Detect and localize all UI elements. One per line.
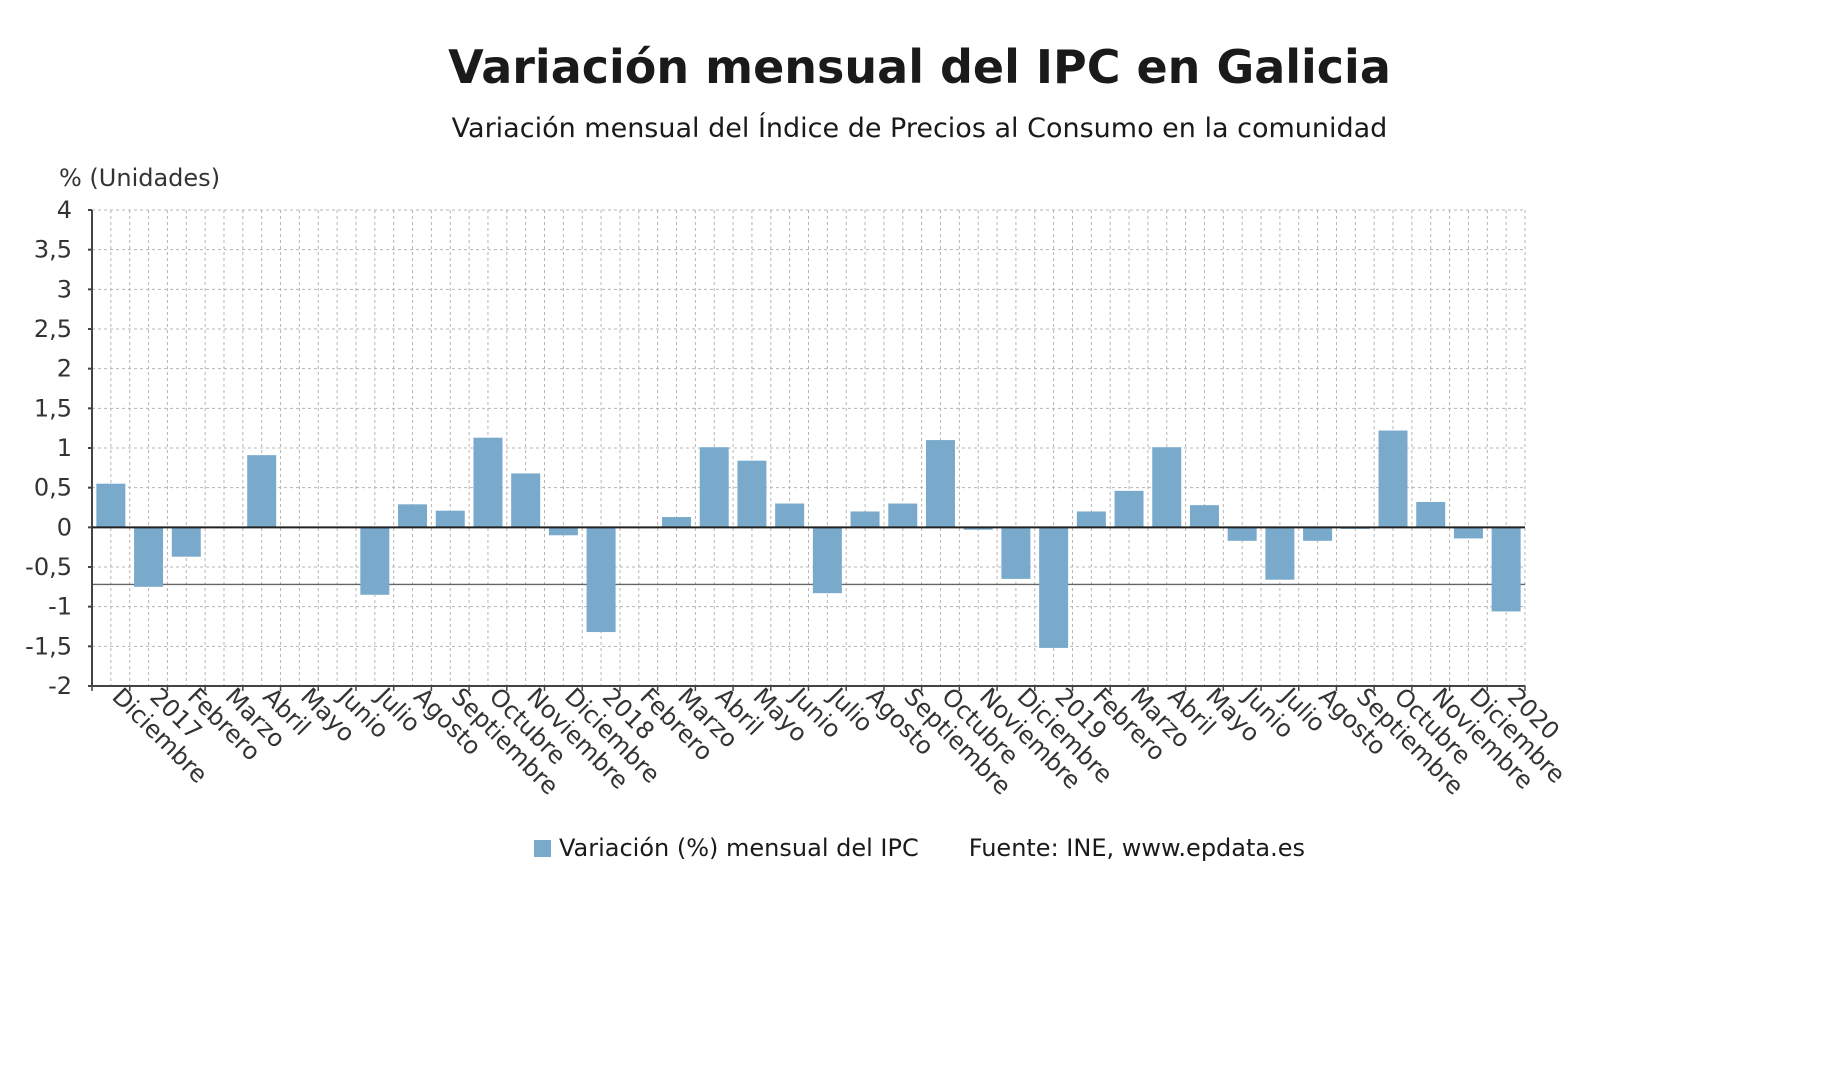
bar [247,455,277,528]
bar [1189,505,1219,528]
bar [925,440,955,528]
bar [435,510,465,528]
bar [511,473,541,528]
x-tick-labels: Diciembre2017FebreroMarzoAbrilMayoJunioJ… [107,681,1571,800]
y-tick-label: -1,5 [25,632,72,660]
y-tick-label: 2 [57,355,72,383]
bar [1039,527,1069,648]
bar-series [96,430,1521,648]
axes [88,209,1526,691]
bar [1001,527,1031,579]
bar [812,527,842,594]
bar [473,437,503,528]
bar [1303,527,1333,541]
legend-swatch [533,840,551,857]
bar [737,460,767,528]
y-tick-label: -1 [48,593,72,621]
y-tick-label: -0,5 [25,553,72,581]
y-tick-label: 2,5 [34,315,72,343]
bar [662,517,692,528]
bar [1416,501,1446,528]
y-tick-labels: -2 -1,5 -1 -0,5 0 0,5 1 1,5 2 2,5 3 3,5 4 [25,196,72,700]
chart-title: Variación mensual del IPC en Galicia [448,40,1391,94]
y-tick-label: 4 [57,196,72,224]
legend: Variación (%) mensual del IPC Fuente: INE… [0,834,1839,862]
bar [1076,511,1106,528]
bar [548,527,578,536]
bar [1227,527,1257,541]
bar [171,527,201,557]
gridlines [91,209,1526,687]
bar [1378,430,1408,528]
bar [1114,490,1144,528]
y-tick-label: 0,5 [34,474,72,502]
y-tick-label: 1,5 [34,394,72,422]
legend-label: Variación (%) mensual del IPC [558,834,919,862]
y-tick-label: -2 [48,672,72,700]
bar [398,504,428,528]
bar [963,527,993,530]
y-tick-label: 1 [57,434,72,462]
bar [888,503,918,528]
bar [360,527,390,595]
bar [699,447,729,528]
bar [1453,527,1483,539]
bar [775,503,805,528]
bar [1152,447,1182,528]
y-tick-label: 3,5 [34,236,72,264]
bar [96,483,126,528]
bar [1265,527,1295,580]
source-text: Fuente: INE, www.epdata.es [968,834,1306,862]
y-tick-label: 0 [57,513,72,541]
y-tick-label: 3 [57,275,72,303]
y-axis-label: % (Unidades) [59,164,220,192]
bar [850,511,880,528]
bar [1491,527,1521,612]
bar [134,527,164,587]
chart-subtitle: Variación mensual del Índice de Precios … [451,113,1388,144]
bar [586,527,616,633]
